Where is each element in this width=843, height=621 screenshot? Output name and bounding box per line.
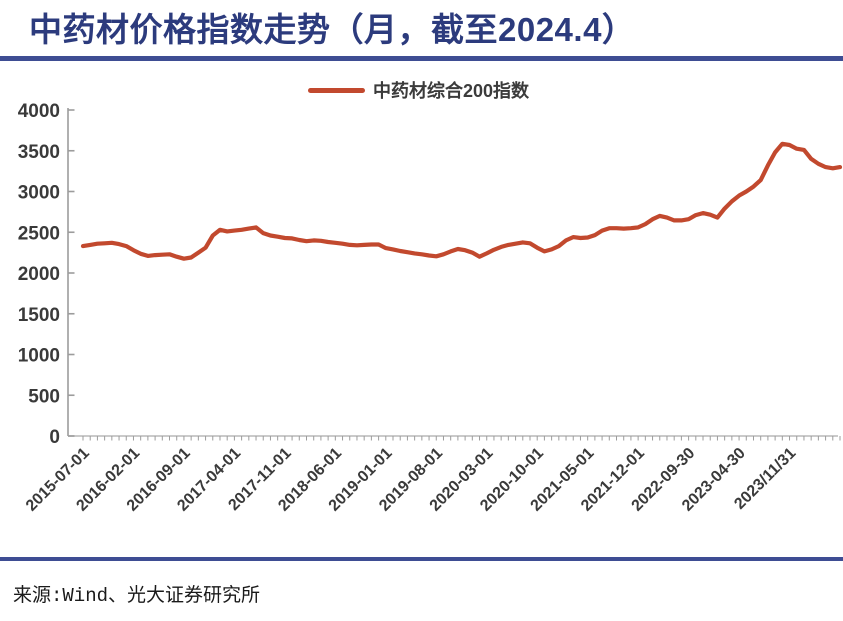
page-title: 中药材价格指数走势（月，截至2024.4）	[29, 11, 636, 48]
price-index-line	[80, 141, 843, 261]
footer-divider	[0, 557, 843, 561]
chart-legend: 中药材综合200指数	[308, 78, 529, 102]
legend-series-label: 中药材综合200指数	[373, 81, 530, 101]
y-tick-label: 1000	[18, 346, 60, 367]
y-tick-label: 3500	[18, 142, 60, 163]
chart-canvas: 050010001500200025003000350040002015-07-…	[18, 101, 843, 515]
y-tick-label: 500	[28, 386, 60, 407]
y-tick-label: 1500	[18, 305, 60, 326]
y-tick-label: 3000	[18, 183, 60, 204]
title-underline	[0, 56, 843, 61]
y-tick-label: 4000	[18, 101, 60, 122]
y-tick-label: 2500	[18, 223, 60, 244]
y-tick-label: 2000	[18, 264, 60, 285]
price-index-line-chart: 0 500 1000 1500 2000 2500 3000 3500 4000 2015-07-…	[0, 100, 843, 555]
legend-line-swatch	[308, 87, 365, 93]
y-tick-label: 0	[49, 427, 60, 448]
source-note: 来源:Wind、光大证券研究所	[13, 585, 261, 607]
